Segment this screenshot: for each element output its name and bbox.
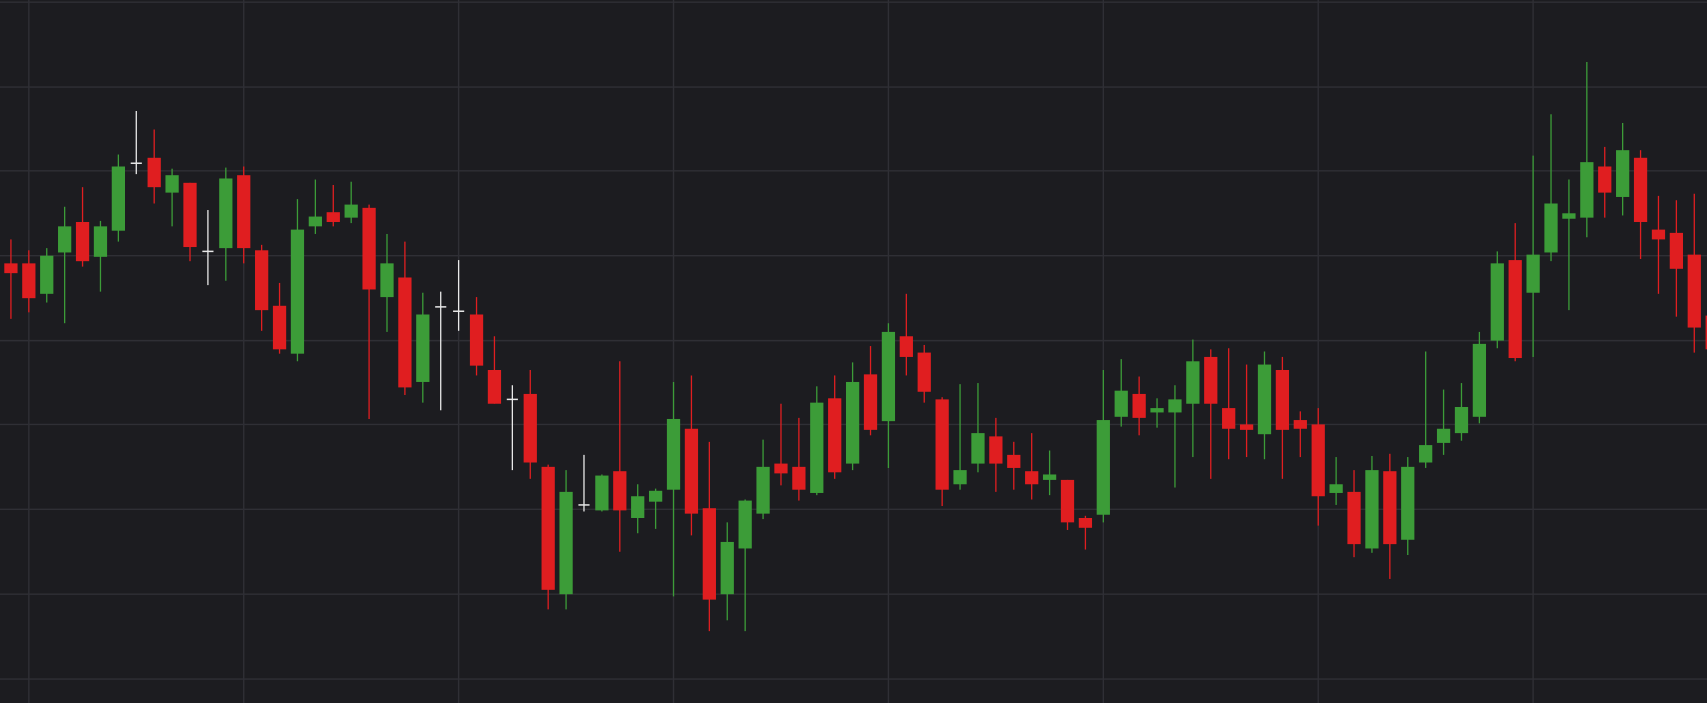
candle-body xyxy=(1365,470,1379,549)
candle-body xyxy=(40,255,54,294)
candle-body xyxy=(953,470,967,485)
candle-body xyxy=(720,541,734,595)
candle-body xyxy=(989,436,1003,464)
candle-body xyxy=(1508,260,1522,359)
candle-body xyxy=(666,418,681,490)
candle-body xyxy=(1401,466,1415,540)
candle-body xyxy=(1150,408,1164,413)
candle-body xyxy=(971,433,985,464)
candle-body xyxy=(1186,361,1200,404)
candle-body xyxy=(1329,484,1343,493)
candle-body xyxy=(75,222,90,262)
candle-body xyxy=(1096,420,1110,515)
candle-body xyxy=(290,229,305,354)
candle-body xyxy=(1598,166,1612,193)
candle-body xyxy=(93,226,108,257)
candle-body xyxy=(1257,364,1272,435)
candle-body xyxy=(774,463,788,474)
candle-body xyxy=(1042,474,1057,480)
candle-body xyxy=(237,175,251,249)
candle-body xyxy=(362,207,376,290)
candle-body xyxy=(523,393,537,463)
candle-body xyxy=(1687,254,1701,328)
candle-body xyxy=(344,204,358,218)
candle-body xyxy=(1633,157,1648,222)
candle-body xyxy=(684,428,699,514)
candle-body xyxy=(58,226,72,253)
candle-body xyxy=(1347,491,1361,545)
candle-body xyxy=(4,263,18,274)
candle-body xyxy=(1651,229,1666,240)
candle-body xyxy=(1562,213,1576,219)
candle-body xyxy=(1544,203,1558,253)
candle-body xyxy=(1526,254,1540,293)
candle-body xyxy=(1204,356,1218,404)
candle-body xyxy=(1383,471,1397,545)
candle-body xyxy=(1007,454,1021,468)
candle-body xyxy=(380,263,394,298)
candle-body xyxy=(272,305,287,350)
candle-body xyxy=(111,166,125,231)
candle-body xyxy=(308,216,322,227)
candle-body xyxy=(165,175,179,193)
candle-body xyxy=(810,402,824,493)
candle-body xyxy=(935,399,949,490)
candle-body xyxy=(183,182,197,248)
candle-body xyxy=(541,466,555,590)
candle-body xyxy=(559,491,573,595)
candle-body xyxy=(1490,263,1504,341)
candle-body xyxy=(1419,445,1433,463)
candle-body xyxy=(469,314,484,366)
candle-body xyxy=(1580,162,1594,218)
candle-body xyxy=(1025,471,1039,485)
candle-body xyxy=(1705,315,1707,350)
candle-body xyxy=(1222,408,1236,429)
candle-body xyxy=(1239,424,1254,430)
candle-body xyxy=(1293,420,1307,429)
candle-body xyxy=(648,490,663,502)
candle-body xyxy=(828,398,842,473)
candle-body xyxy=(255,250,269,311)
candle-body xyxy=(1311,424,1325,497)
candle-body xyxy=(326,212,340,222)
candle-body xyxy=(792,466,806,490)
candle-body xyxy=(219,178,233,249)
candle-body xyxy=(738,500,752,549)
candle-body xyxy=(398,277,412,388)
candle-body xyxy=(613,471,627,511)
candle-body xyxy=(1275,370,1290,430)
candle-body xyxy=(845,381,860,464)
candle-body xyxy=(1168,399,1182,413)
candle-body xyxy=(487,370,502,404)
candle-body xyxy=(1616,150,1630,197)
candle-body xyxy=(595,475,609,511)
candle-body xyxy=(1436,428,1451,443)
candle-body xyxy=(1078,518,1093,528)
candle-body xyxy=(147,157,161,188)
candle-body xyxy=(1114,390,1128,417)
candle-body xyxy=(917,352,931,392)
candle-body xyxy=(416,314,430,382)
candle-body xyxy=(702,508,716,600)
candle-body xyxy=(881,331,896,422)
candle-body xyxy=(863,374,878,430)
candle-body xyxy=(1669,232,1684,269)
candle-body xyxy=(1472,343,1487,417)
candle-body xyxy=(1454,407,1469,434)
candle-body xyxy=(1132,393,1146,418)
candle-body xyxy=(1060,479,1075,523)
candle-body xyxy=(22,263,36,299)
candle-body xyxy=(899,336,913,357)
candle-body xyxy=(631,496,645,518)
candle-body xyxy=(756,466,770,514)
